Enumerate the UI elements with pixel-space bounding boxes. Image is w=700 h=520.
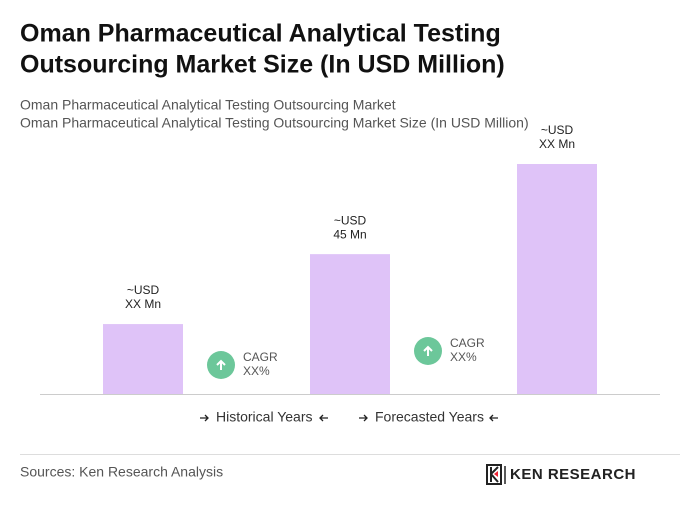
cagr-label: CAGR — [243, 350, 278, 364]
legend-arrow — [200, 414, 209, 422]
data-label: ~USD — [541, 123, 574, 137]
chart-title: Outsourcing Market Size (In USD Million) — [20, 51, 505, 79]
source: Sources: Ken Research Analysis — [20, 464, 223, 480]
legend-label: Historical Years — [216, 409, 313, 425]
legend-arrow — [319, 414, 328, 422]
cagr-label: XX% — [450, 350, 477, 364]
subtitle: Oman Pharmaceutical Analytical Testing O… — [20, 115, 529, 131]
data-label: 45 Mn — [333, 227, 366, 241]
data-label: XX Mn — [539, 137, 575, 151]
bar — [517, 164, 597, 394]
data-label: ~USD — [127, 283, 160, 297]
cagr-arrow — [216, 359, 226, 370]
subtitle: Oman Pharmaceutical Analytical Testing O… — [20, 97, 396, 113]
legend-label: Forecasted Years — [375, 409, 484, 425]
chart-title: Oman Pharmaceutical Analytical Testing — [20, 20, 501, 48]
bar — [310, 254, 390, 394]
bar — [103, 324, 183, 394]
data-label: XX Mn — [125, 297, 161, 311]
legend-arrow — [359, 414, 368, 422]
cagr-label: XX% — [243, 364, 270, 378]
legend-arrow — [489, 414, 498, 422]
data-label: ~USD — [334, 213, 367, 227]
cagr-arrow — [423, 345, 433, 356]
cagr-label: CAGR — [450, 336, 485, 350]
logo-icon — [486, 464, 506, 485]
logo-text: KEN RESEARCH — [510, 466, 636, 483]
